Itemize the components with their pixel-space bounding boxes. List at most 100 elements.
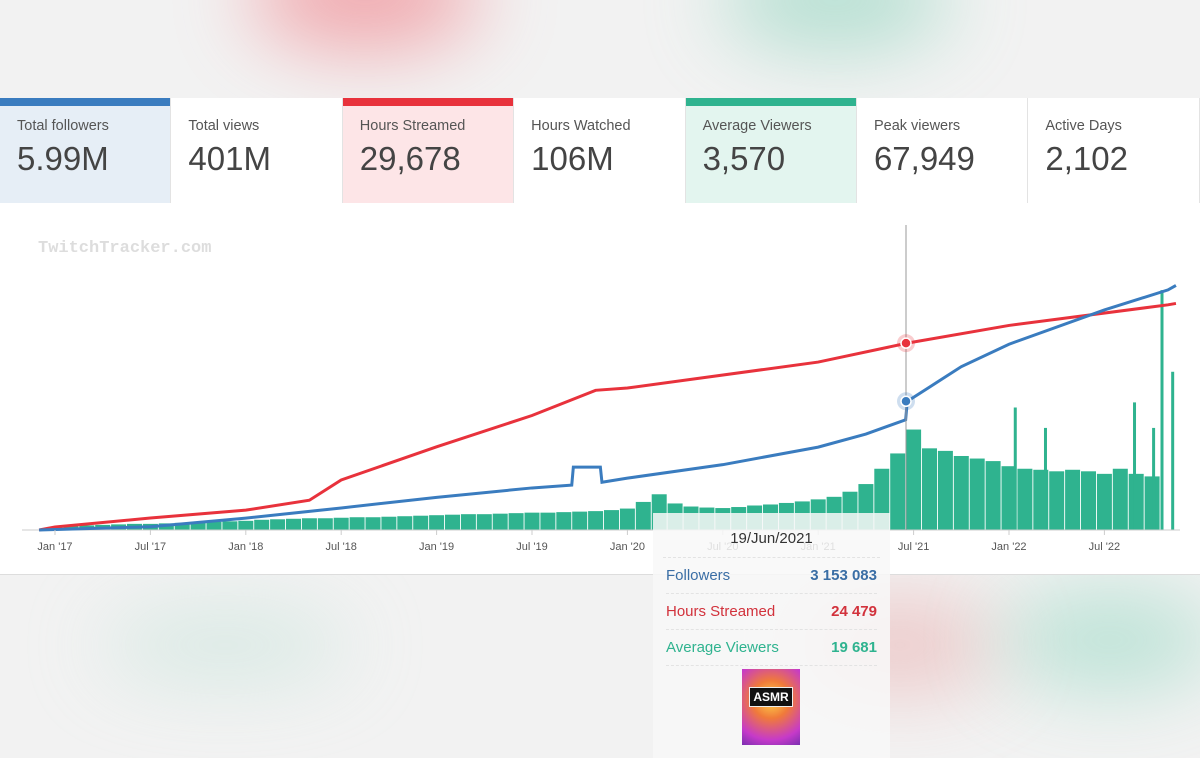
hours-marker [900, 337, 912, 349]
viewers-spike-bar [1152, 427, 1156, 530]
stat-label: Peak viewers [873, 118, 961, 134]
x-tick-label: Jan '22 [991, 541, 1026, 553]
viewers-bar [1112, 468, 1128, 530]
tooltip-row: Followers 3 153 083 [666, 558, 877, 594]
followers-marker [900, 395, 912, 407]
viewers-bar [397, 516, 413, 530]
stats-row: Total followers 5.99M Total views 401M Hours… [0, 98, 1200, 203]
stat-card-peak-viewers[interactable]: Peak viewers 67,949 [856, 98, 1029, 203]
viewers-bar [1160, 290, 1164, 530]
x-tick-label: Jan '18 [228, 541, 263, 553]
bg-blob [250, 0, 480, 50]
viewers-bar [508, 513, 524, 530]
stat-value: 3,570 [702, 140, 786, 177]
x-tick-label: Jul '21 [898, 541, 929, 553]
viewers-bar [270, 519, 286, 530]
viewers-bar [429, 515, 445, 530]
tooltip-value: 3 153 083 [810, 567, 877, 584]
stat-label: Hours Watched [531, 118, 631, 134]
viewers-bar [969, 458, 985, 530]
viewers-bar [1128, 473, 1144, 530]
viewers-bar [365, 517, 381, 530]
viewers-bar [317, 518, 333, 530]
chart-tooltip: 19/Jun/2021 Followers 3 153 083 Hours Stre… [653, 513, 890, 758]
stat-value: 5.99M [17, 140, 109, 177]
stat-label: Total views [188, 118, 260, 134]
viewers-bar [1001, 466, 1017, 530]
viewers-bar [635, 501, 651, 530]
viewers-bar [985, 461, 1001, 530]
stat-card-hours-streamed[interactable]: Hours Streamed 29,678 [342, 98, 515, 203]
stat-label: Total followers [17, 118, 109, 134]
channel-image: ASMR [742, 669, 800, 745]
viewers-bar [333, 517, 349, 530]
stat-accent-bar [685, 98, 856, 106]
bg-blob [1000, 590, 1200, 690]
watermark: TwitchTracker.com [38, 239, 212, 258]
stat-card-average-viewers[interactable]: Average Viewers 3,570 [685, 98, 857, 203]
tooltip-label: Followers [666, 567, 731, 584]
x-tick-label: Jan '20 [610, 541, 645, 553]
bg-blob [720, 0, 950, 50]
tooltip-date: 19/Jun/2021 [663, 530, 880, 558]
viewers-spike-bar [1013, 407, 1017, 530]
stat-accent-bar [342, 98, 514, 106]
viewers-bar [174, 522, 190, 530]
stat-card-active-days[interactable]: Active Days 2,102 [1028, 98, 1200, 203]
x-tick-label: Jul '18 [325, 541, 356, 553]
viewers-bar [222, 521, 238, 530]
x-tick-label: Jul '19 [516, 541, 547, 553]
viewers-bar [1065, 469, 1081, 530]
viewers-bar [588, 511, 604, 530]
stat-label: Average Viewers [702, 118, 812, 134]
viewers-bar [556, 512, 572, 530]
viewers-bar [301, 518, 317, 530]
viewers-bar [953, 455, 969, 530]
viewers-spike-bar [1133, 402, 1137, 530]
tooltip-row: Average Viewers 19 681 [666, 630, 877, 666]
viewers-bar [604, 510, 619, 530]
stat-value: 29,678 [359, 140, 461, 177]
viewers-bar [460, 514, 476, 530]
stat-accent-bar [0, 98, 171, 106]
viewers-bar [190, 522, 206, 530]
viewers-bar [572, 511, 588, 530]
viewers-spike-bar [1043, 427, 1047, 530]
viewers-bar [381, 516, 397, 530]
stat-label: Active Days [1045, 118, 1122, 134]
viewers-bar [922, 448, 937, 530]
viewers-spike-bar [1171, 371, 1175, 530]
viewers-bar [206, 521, 222, 530]
stat-value: 67,949 [873, 140, 975, 177]
stat-card-hours-watched[interactable]: Hours Watched 106M [514, 98, 686, 203]
viewers-bar [1049, 471, 1065, 530]
stat-value: 401M [188, 140, 271, 177]
viewers-bar [238, 520, 254, 530]
followers-chart[interactable]: Jan '17 Jul '17 Jan '18 Jul '18 Jan '19 Jul '… [0, 203, 1200, 575]
viewers-bar [1096, 473, 1112, 530]
viewers-bar [619, 508, 635, 530]
stat-card-total-views[interactable]: Total views 401M [171, 98, 343, 203]
viewers-bar [413, 515, 429, 530]
viewers-bar [1081, 471, 1096, 530]
tooltip-value: 24 479 [831, 603, 877, 620]
stat-label: Hours Streamed [359, 118, 466, 134]
viewers-bar [349, 517, 365, 530]
viewers-bar [492, 513, 508, 530]
viewers-bar [476, 514, 492, 530]
x-tick-label: Jan '17 [37, 541, 72, 553]
channel-image-text: ASMR [749, 687, 793, 707]
x-tick-label: Jul '22 [1089, 541, 1120, 553]
viewers-bar [254, 519, 270, 530]
viewers-bar [286, 518, 301, 530]
stat-value: 106M [531, 140, 614, 177]
viewers-bar [540, 512, 556, 530]
stat-value: 2,102 [1045, 140, 1128, 177]
viewers-bar [906, 429, 922, 530]
tooltip-value: 19 681 [831, 639, 877, 656]
hours-streamed-line [38, 301, 1177, 532]
tooltip-label: Average Viewers [666, 639, 779, 656]
viewers-bar [937, 450, 953, 530]
chart-panel: TwitchTracker.com Jan '17 Jul '17 Jan '18 J… [0, 203, 1200, 758]
stat-card-total-followers[interactable]: Total followers 5.99M [0, 98, 172, 203]
